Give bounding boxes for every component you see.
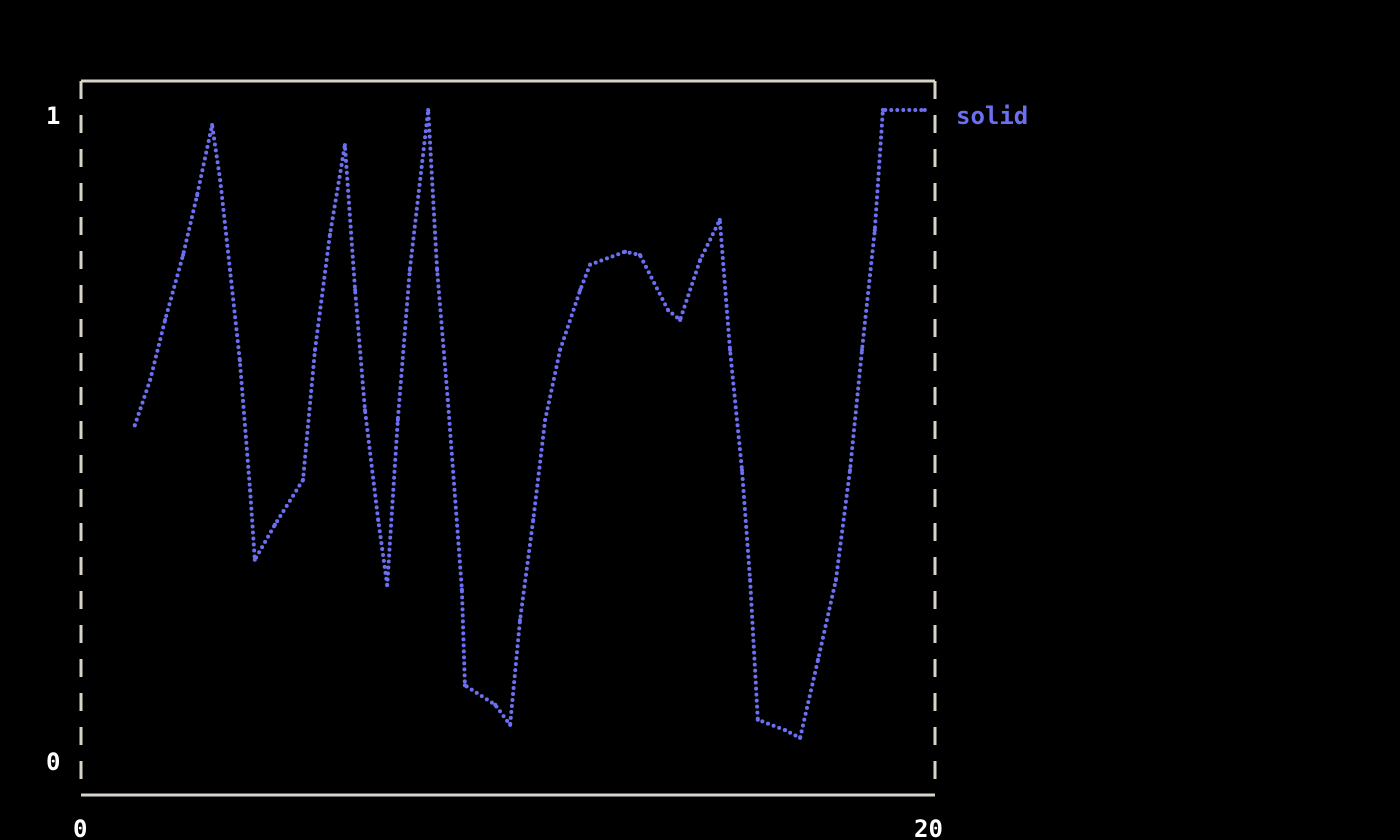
data-point [517, 618, 522, 623]
data-point [195, 193, 200, 198]
data-point [587, 262, 592, 267]
data-point [459, 587, 464, 592]
data-point [376, 518, 381, 523]
data-point [426, 108, 431, 112]
data-point [148, 377, 153, 382]
data-point [237, 358, 242, 363]
data-point [132, 423, 137, 428]
data-point [558, 347, 563, 352]
data-point [210, 122, 215, 127]
data-point [698, 258, 703, 263]
data-point [272, 522, 277, 527]
data-point [407, 267, 412, 272]
data-point [248, 488, 253, 493]
data-point [508, 722, 513, 727]
data-point [462, 683, 467, 688]
data-point [445, 397, 450, 402]
data-point [859, 347, 864, 352]
data-point [228, 267, 233, 272]
data-point [218, 178, 223, 183]
data-point [748, 577, 753, 582]
data-point [783, 728, 788, 733]
data-point [816, 657, 821, 662]
data-point [543, 418, 548, 423]
data-point [301, 477, 306, 482]
y-tick-0: 0 [46, 748, 60, 776]
data-point [922, 108, 927, 112]
data-point [739, 468, 744, 473]
data-point [622, 249, 627, 254]
data-point [717, 217, 722, 222]
data-point [798, 735, 803, 740]
data-point [880, 108, 885, 112]
data-point [848, 468, 853, 473]
data-point [385, 583, 390, 588]
data-point [181, 252, 186, 257]
data-point [728, 347, 733, 352]
data-point [833, 577, 838, 582]
data-point [327, 232, 332, 237]
data-point [163, 317, 168, 322]
data-point [395, 418, 400, 423]
data-point [637, 252, 642, 257]
x-tick-0: 0 [73, 815, 87, 840]
y-tick-1: 1 [46, 102, 60, 130]
data-point [252, 557, 257, 562]
data-point [342, 143, 347, 148]
data-point [312, 347, 317, 352]
data-point [578, 288, 583, 293]
data-point [666, 308, 671, 313]
data-point [362, 408, 367, 413]
data-point [435, 267, 440, 272]
series-line-solid [132, 108, 927, 741]
data-point [678, 317, 683, 322]
x-tick-20: 20 [914, 815, 943, 840]
data-point [872, 228, 877, 233]
data-point [755, 717, 760, 722]
legend-entry-solid: solid [956, 102, 1028, 130]
data-point [531, 518, 536, 523]
data-point [493, 702, 498, 707]
data-point [353, 288, 358, 293]
